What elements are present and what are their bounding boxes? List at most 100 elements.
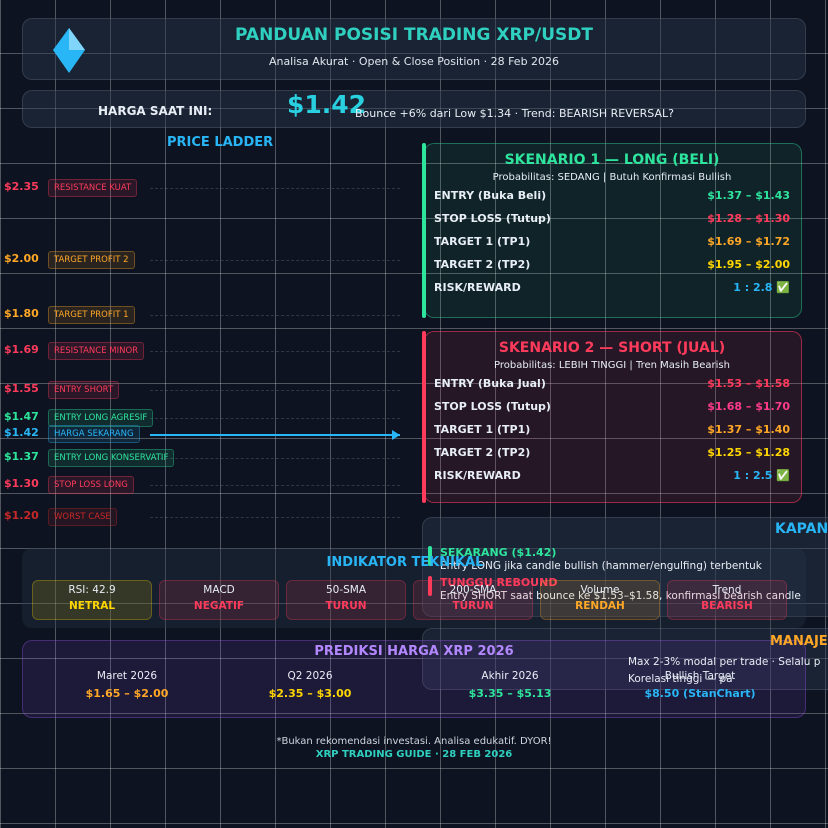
level-line — [150, 517, 400, 518]
management-title: MANAJE — [770, 634, 828, 649]
price-note: Bounce +6% dari Low $1.34 · Trend: BEARI… — [355, 107, 674, 120]
indicator-cell — [286, 580, 406, 620]
marker — [428, 546, 432, 566]
level-label: ENTRY SHORT — [48, 381, 120, 399]
timing-text: Entry LONG jika candle bullish (hammer/e… — [440, 560, 762, 572]
level-price: $1.20 — [4, 509, 39, 522]
scenario-title: SKENARIO 1 — LONG (BELI) — [504, 152, 720, 168]
level-line — [150, 351, 400, 352]
indicator-label: Volume — [580, 584, 620, 596]
prediction-label: Maret 2026 — [96, 670, 158, 682]
indicator-cell — [159, 580, 279, 620]
timing-panel — [422, 517, 828, 617]
level-price: $2.00 — [4, 252, 39, 265]
indicator-label: 200-SMA — [449, 584, 497, 596]
ladder-title: PRICE LADDER — [167, 135, 274, 150]
prediction-value: $1.65 – $2.00 — [85, 687, 169, 700]
title: PANDUAN POSISI TRADING XRP/USDT — [235, 25, 593, 45]
scenario-subtitle: Probabilitas: LEBIH TINGGI | Tren Masih … — [494, 360, 730, 371]
row-value: $1.25 – $1.28 — [707, 446, 790, 459]
scenario-subtitle: Probabilitas: SEDANG | Butuh Konfirmasi … — [492, 172, 732, 183]
indicator-cell — [667, 580, 787, 620]
level-line — [150, 485, 400, 486]
level-label: HARGA SEKARANG — [48, 425, 140, 443]
row-label: RISK/REWARD — [434, 281, 521, 294]
row-label: TARGET 1 (TP1) — [434, 235, 531, 248]
current-price: $1.42 — [287, 90, 367, 119]
level-price: $1.42 — [4, 426, 39, 439]
level-label: RESISTANCE MINOR — [48, 342, 145, 360]
price-panel — [22, 90, 806, 128]
row-value: $1.95 – $2.00 — [707, 258, 790, 271]
management-line: Max 2-3% modal per trade · Selalu p — [628, 656, 821, 668]
subtitle: Analisa Akurat · Open & Close Position ·… — [268, 55, 560, 68]
level-line — [150, 418, 400, 419]
row-value: $1.37 – $1.40 — [707, 423, 790, 436]
indicator-status: TURUN — [325, 600, 367, 612]
row-label: STOP LOSS (Tutup) — [434, 212, 551, 225]
row-label: ENTRY (Buka Jual) — [434, 377, 546, 390]
accent-bar — [422, 143, 426, 318]
row-value: $1.69 – $1.72 — [707, 235, 790, 248]
indicator-label: 50-SMA — [325, 584, 367, 596]
arrow-head — [392, 430, 400, 440]
row-value: 1 : 2.5 ✅ — [733, 469, 790, 482]
row-label: RISK/REWARD — [434, 469, 521, 482]
prediction-label: Bullish Target — [664, 670, 736, 682]
disclaimer: *Bukan rekomendasi investasi. Analisa ed… — [276, 736, 552, 747]
management-panel — [422, 628, 828, 690]
row-label: TARGET 2 (TP2) — [434, 446, 531, 459]
indicator-label: MACD — [203, 584, 235, 596]
prediction-label: Q2 2026 — [287, 670, 333, 682]
price-label: HARGA SAAT INI: — [98, 104, 213, 118]
row-value: $1.53 – $1.58 — [707, 377, 790, 390]
indicator-cell — [413, 580, 533, 620]
indicator-label: RSI: 42.9 — [68, 584, 116, 596]
level-line — [150, 188, 400, 189]
indicator-cell — [32, 580, 152, 620]
timing-text: Entry SHORT saat bounce ke $1.53–$1.58, … — [440, 590, 801, 602]
indicator-title: INDIKATOR TEKNIKAL — [326, 555, 484, 570]
row-label: TARGET 1 (TP1) — [434, 423, 531, 436]
row-label: STOP LOSS (Tutup) — [434, 400, 551, 413]
logo — [53, 28, 85, 73]
level-price: $1.37 — [4, 450, 39, 463]
marker — [428, 576, 432, 596]
price-arrow — [150, 434, 400, 436]
prediction-value: $2.35 – $3.00 — [268, 687, 352, 700]
prediction-panel — [22, 640, 806, 718]
row-label: ENTRY (Buka Beli) — [434, 189, 547, 202]
level-label: ENTRY LONG AGRESIF — [48, 409, 154, 427]
footer-brand: XRP TRADING GUIDE · 28 FEB 2026 — [315, 749, 513, 760]
indicator-status: BEARISH — [701, 600, 753, 612]
prediction-label: Akhir 2026 — [481, 670, 539, 682]
level-price: $1.69 — [4, 343, 39, 356]
level-label: WORST CASE — [48, 508, 117, 526]
level-label: TARGET PROFIT 1 — [48, 306, 135, 324]
timing-label: SEKARANG ($1.42) — [440, 546, 557, 559]
scenario-panel — [424, 331, 802, 503]
indicator-status: RENDAH — [575, 600, 625, 612]
indicator-status: TURUN — [452, 600, 494, 612]
prediction-title: PREDIKSI HARGA XRP 2026 — [314, 644, 514, 659]
level-price: $1.47 — [4, 410, 39, 423]
row-value: $1.37 – $1.43 — [707, 189, 790, 202]
indicator-cell — [540, 580, 660, 620]
management-line: Korelasi tinggi — pa — [628, 673, 733, 685]
row-value: $1.28 – $1.30 — [707, 212, 790, 225]
scenario-title: SKENARIO 2 — SHORT (JUAL) — [498, 340, 726, 356]
row-label: TARGET 2 (TP2) — [434, 258, 531, 271]
level-line — [150, 390, 400, 391]
row-value: 1 : 2.8 ✅ — [733, 281, 790, 294]
level-line — [150, 315, 400, 316]
level-line — [150, 260, 400, 261]
prediction-value: $8.50 (StanChart) — [644, 687, 756, 700]
level-label: ENTRY LONG KONSERVATIF — [48, 449, 175, 467]
accent-bar — [422, 331, 426, 503]
level-price: $1.55 — [4, 382, 39, 395]
level-label: STOP LOSS LONG — [48, 476, 134, 494]
level-price: $2.35 — [4, 180, 39, 193]
prediction-value: $3.35 – $5.13 — [468, 687, 552, 700]
level-label: TARGET PROFIT 2 — [48, 251, 135, 269]
